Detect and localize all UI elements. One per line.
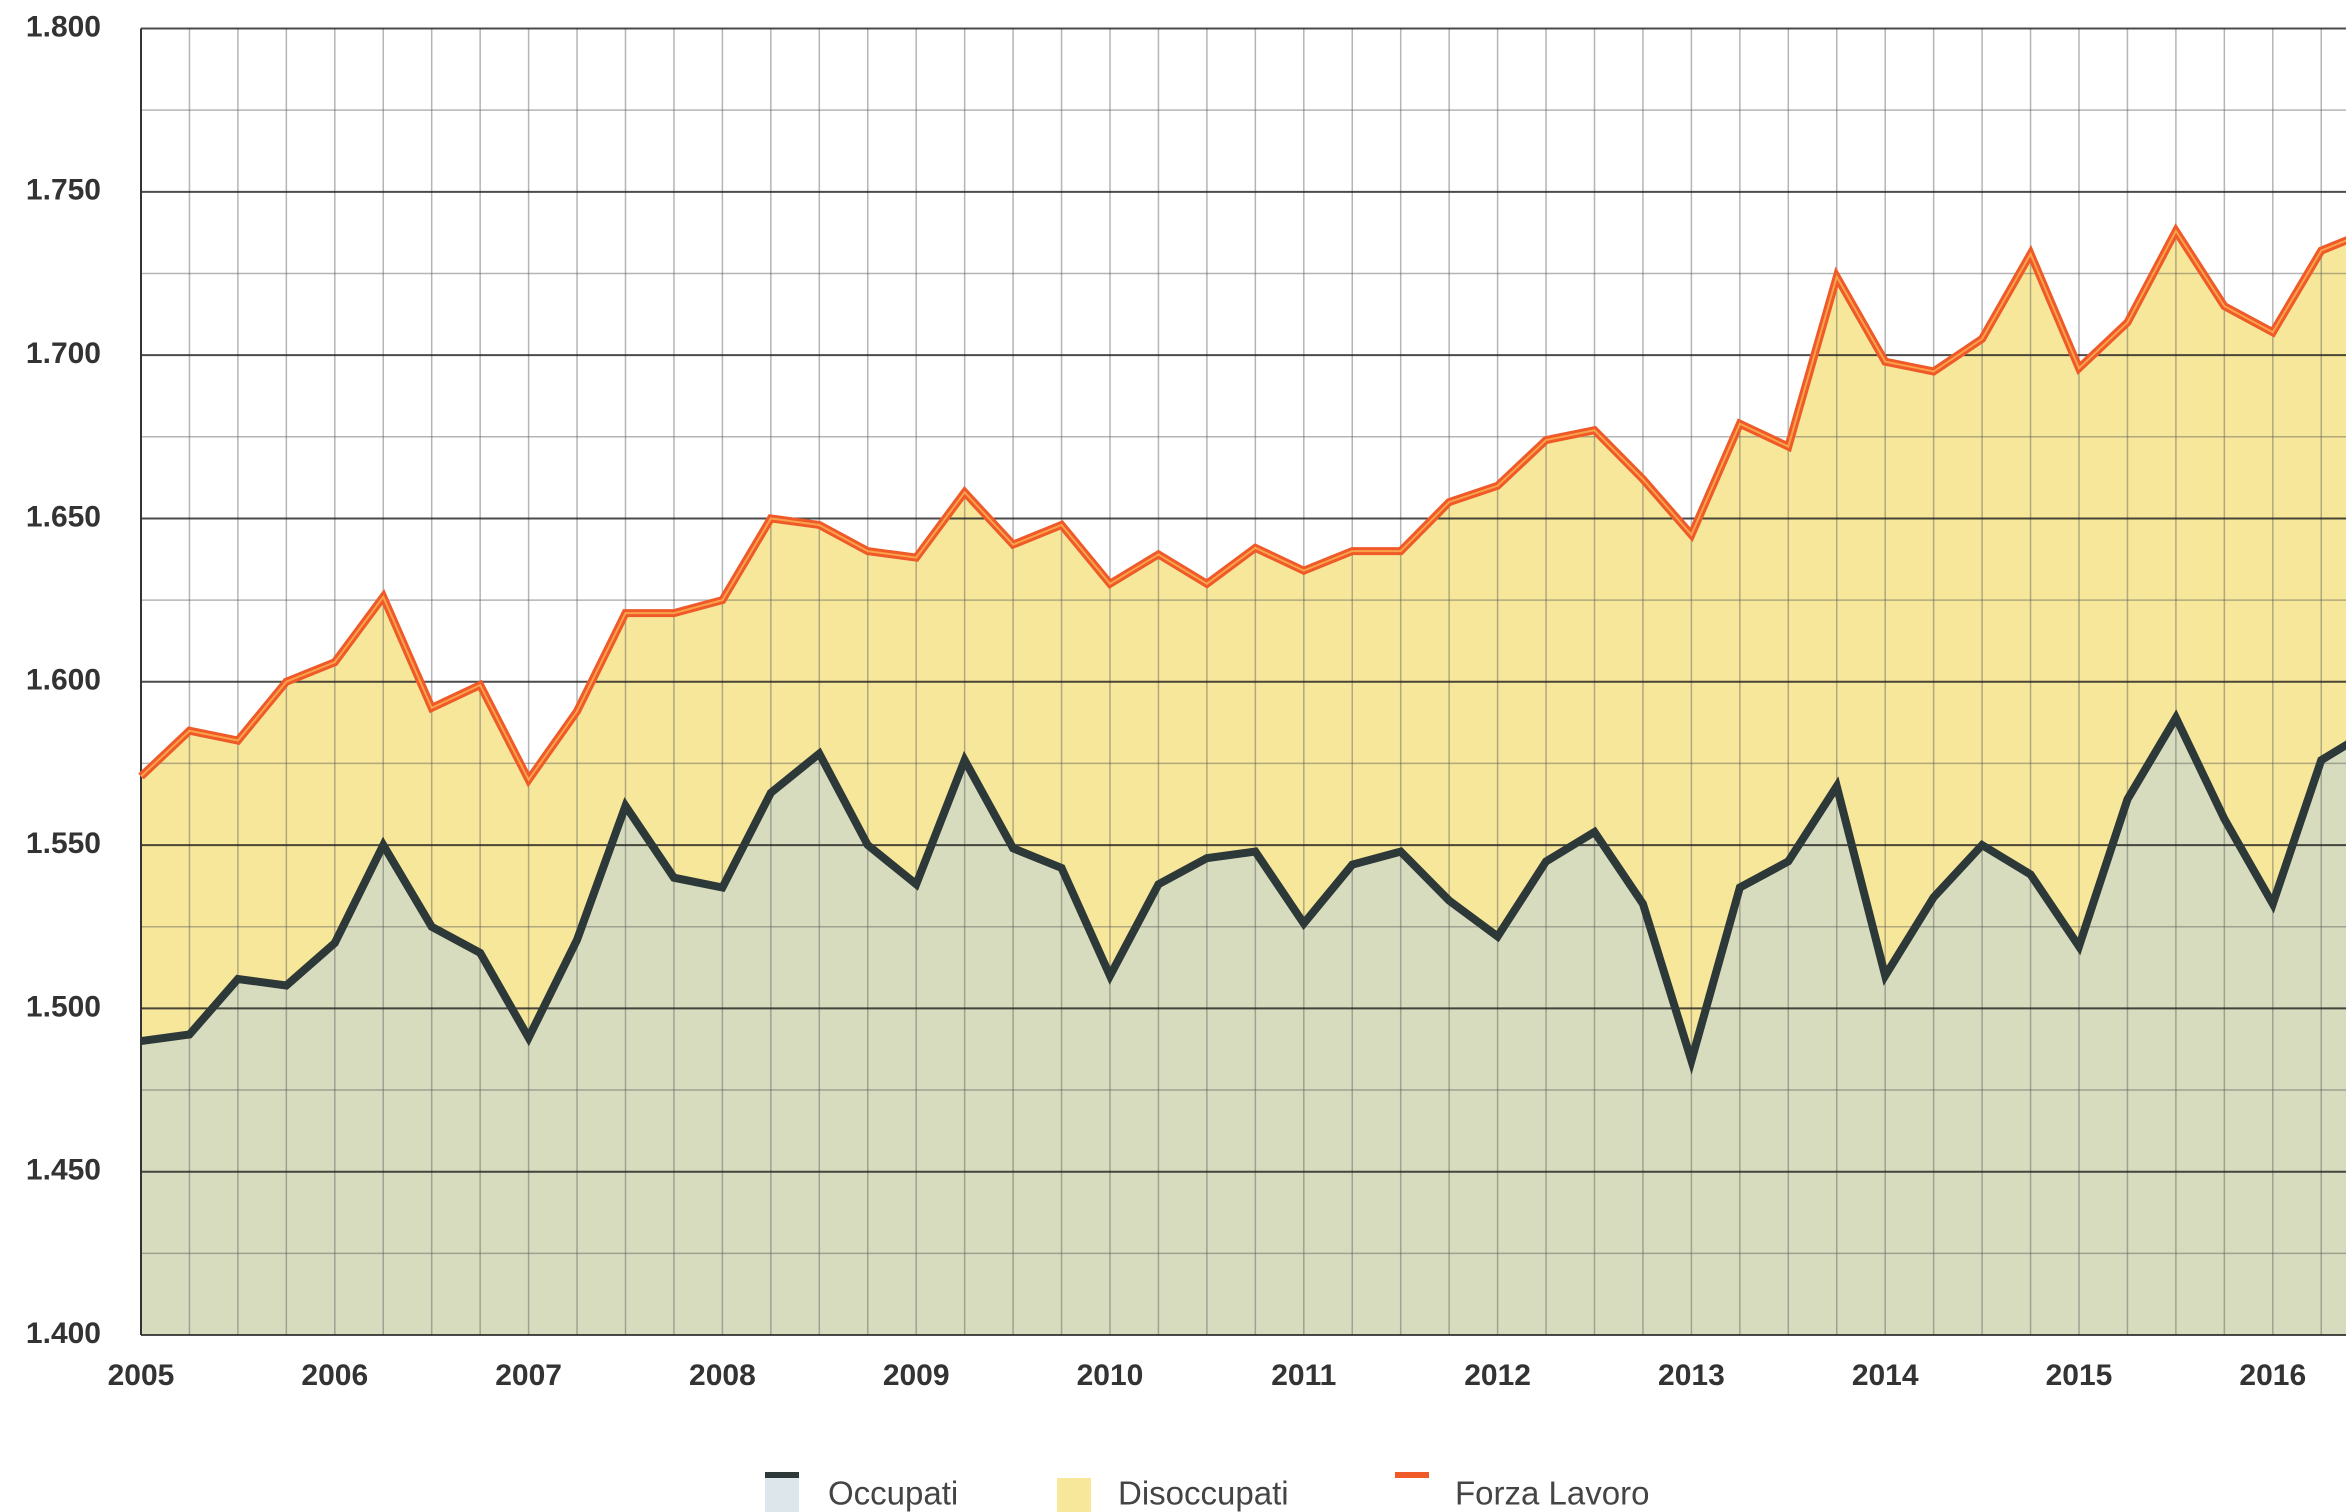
plot-area: [138, 27, 2346, 1336]
y-tick-label: 1.800: [26, 10, 101, 43]
line-forza-lavoro-inner: [140, 229, 2346, 782]
x-tick-label: 2006: [301, 1359, 368, 1392]
x-tick-label: 2010: [1077, 1359, 1144, 1392]
x-tick-label: 2016: [2239, 1359, 2306, 1392]
legend-swatch-occupati: [765, 1478, 799, 1512]
x-tick-label: 2007: [495, 1359, 562, 1392]
x-tick-label: 2012: [1464, 1359, 1531, 1392]
x-tick-label: 2011: [1271, 1359, 1336, 1392]
x-tick-label: 2008: [689, 1359, 756, 1392]
y-tick-label: 1.550: [26, 827, 101, 860]
line-occupati: [140, 709, 2346, 1075]
legend-label: Forza Lavoro: [1455, 1475, 1649, 1512]
legend-label: Disoccupati: [1118, 1475, 1289, 1512]
x-tick-label: 2014: [1852, 1359, 1919, 1392]
legend-swatch-disoccupati: [1057, 1478, 1091, 1512]
y-tick-label: 1.700: [26, 337, 101, 370]
y-tick-label: 1.500: [26, 990, 101, 1023]
legend-swatch-forza-lavoro: [1395, 1472, 1429, 1478]
y-tick-label: 1.650: [26, 500, 101, 533]
x-tick-label: 2009: [883, 1359, 950, 1392]
area-occupati: [141, 717, 2346, 1335]
x-tick-label: 2015: [2046, 1359, 2113, 1392]
x-tick-label: 2005: [108, 1359, 175, 1392]
legend-swatch-occupati-line: [765, 1472, 799, 1478]
legend-label: Occupati: [828, 1475, 958, 1512]
y-tick-label: 1.450: [26, 1154, 101, 1187]
y-tick-label: 1.600: [26, 664, 101, 697]
x-tick-label: 2013: [1658, 1359, 1725, 1392]
y-tick-label: 1.750: [26, 174, 101, 207]
y-tick-label: 1.400: [26, 1317, 101, 1350]
